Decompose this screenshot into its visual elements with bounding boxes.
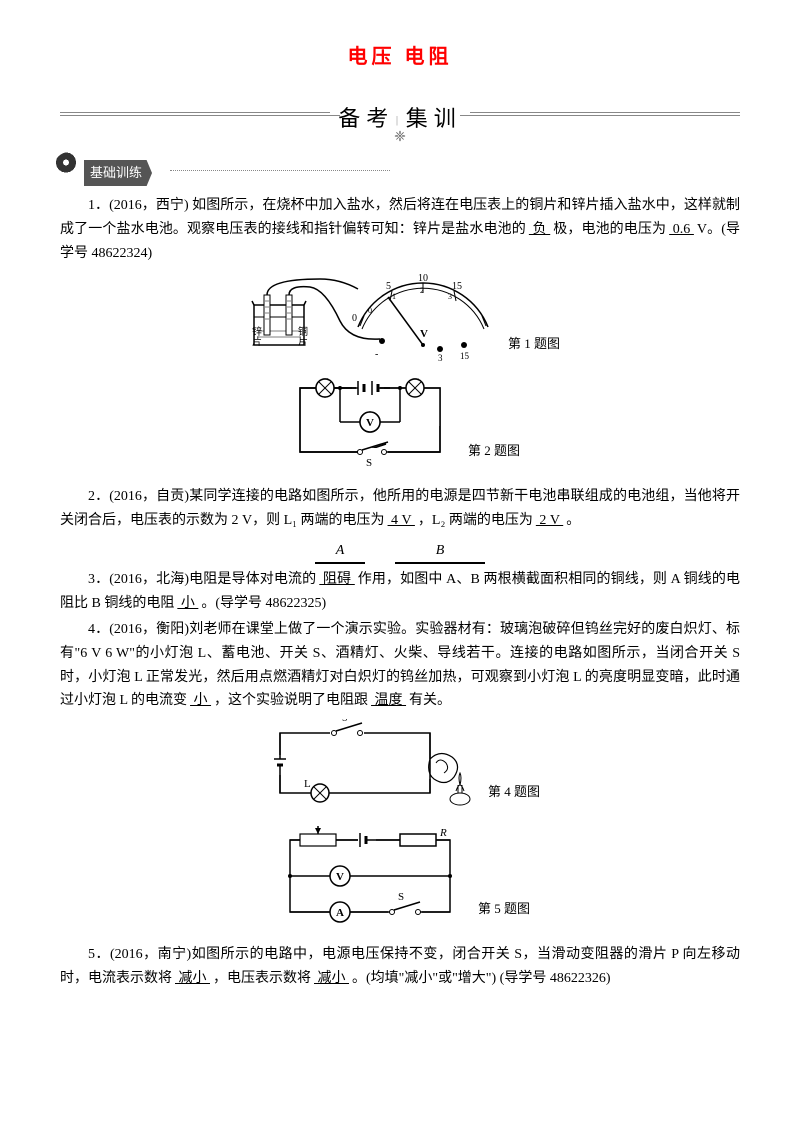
q2-blank1: 4 V [385,513,418,528]
page-title: 电压 电阻 [60,40,740,74]
section-banner: 备考 | 集训 ❈ [60,94,740,144]
question-1: 1．(2016，西宁) 如图所示，在烧杯中加入盐水，然后将连在电压表上的铜片和锌… [60,194,740,265]
figure-q4: S L 第 4 题图 [60,719,740,818]
segment-ab-figure: A B [60,539,740,565]
fig2-caption: 第 2 题图 [468,440,520,468]
circuit-q5-diagram: P R V A [270,826,470,926]
graduate-icon [54,152,84,182]
q3-blank2: 小 [174,596,201,611]
svg-text:10: 10 [418,273,428,284]
question-4: 4．(2016，衡阳)刘老师在课堂上做了一个演示实验。实验器材有：玻璃泡破碎但钨… [60,618,740,713]
svg-text:15: 15 [460,351,470,361]
subsection-badge: 基础训练 [84,160,152,186]
q4-blank2: 温度 [368,693,409,708]
svg-text:P: P [314,826,320,827]
svg-text:R: R [439,827,447,839]
figure-q1: 锌 片 铜 片 0 5 10 15 0 1 2 3 [60,271,740,370]
q5-blank1: 减小 [172,971,213,986]
q4-blank1: 小 [187,693,214,708]
svg-text:15: 15 [452,281,462,292]
q2-blank2: 2 V [533,513,566,528]
svg-text:-: - [375,349,378,360]
figure-q5: P R V A [60,826,740,935]
voltmeter-battery-diagram: 锌 片 铜 片 0 5 10 15 0 1 2 3 [240,271,500,361]
svg-text:片: 片 [252,335,262,348]
figure-q2: L₁ L₂ [60,378,740,477]
question-5: 5．(2016，南宁)如图所示的电路中，电源电压保持不变，闭合开关 S，当滑动变… [60,943,740,991]
svg-text:V: V [366,417,374,429]
svg-text:3: 3 [438,353,443,361]
question-2: 2．(2016，自贡)某同学连接的电路如图所示，他所用的电源是四节新干电池串联组… [60,485,740,533]
q1-blank1: 负 [526,222,553,237]
fig5-caption: 第 5 题图 [478,898,530,926]
svg-text:S: S [342,719,348,724]
svg-text:1: 1 [392,292,396,301]
svg-text:S: S [366,457,372,468]
segment-b-label: B [436,539,445,563]
svg-text:A: A [336,907,344,919]
segment-a-label: A [336,539,345,563]
svg-text:3: 3 [448,292,452,301]
svg-text:S: S [398,891,404,903]
svg-text:2: 2 [420,286,424,295]
svg-text:片: 片 [298,335,308,348]
subsection-header: 基础训练 [60,156,740,186]
q1-blank2: 0.6 [666,222,697,237]
circuit-q4-diagram: S L [260,719,480,809]
fig4-caption: 第 4 题图 [488,781,540,809]
svg-text:0: 0 [368,306,372,315]
banner-ornament: ❈ [394,126,406,150]
fig1-caption: 第 1 题图 [508,333,560,361]
svg-text:V: V [420,328,428,340]
q5-blank2: 减小 [311,971,352,986]
q3-blank1: 阻碍 [316,572,358,587]
circuit-q2-diagram: L₁ L₂ [280,378,460,468]
svg-text:V: V [336,871,344,883]
question-3: 3．(2016，北海)电阻是导体对电流的 阻碍 作用，如图中 A、B 两根横截面… [60,568,740,616]
svg-text:5: 5 [386,281,391,292]
svg-text:0: 0 [352,313,357,324]
svg-text:L: L [304,778,311,790]
